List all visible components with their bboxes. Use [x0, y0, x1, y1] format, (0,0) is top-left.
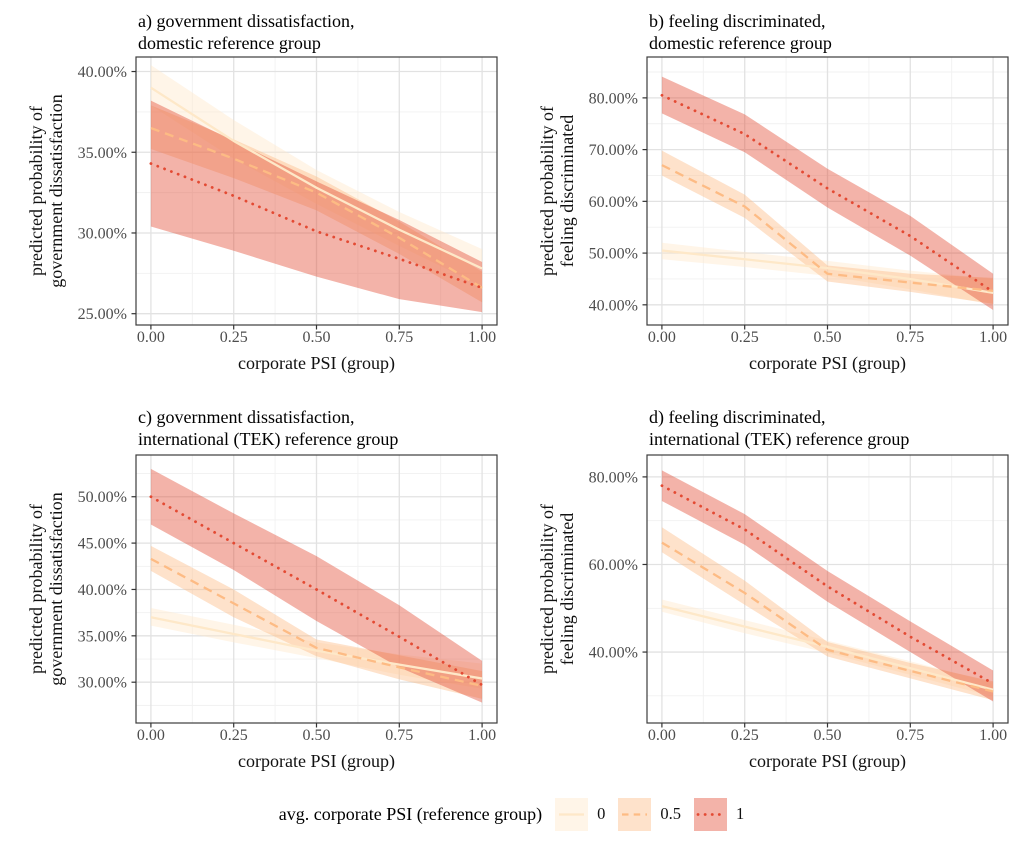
legend-label: 0	[597, 804, 606, 823]
panel-c-chart: 30.00% 35.00% 40.00% 45.00% 50.00% 0.00 0.25 0.…	[26, 407, 498, 772]
y-tick-label: 70.00%	[589, 142, 638, 159]
x-tick-label: 0.50	[814, 329, 842, 346]
panel-title-line1: a) government dissatisfaction,	[138, 11, 354, 32]
legend-key-0-swatch	[555, 797, 589, 831]
y-axis-title-line1: predicted probability of	[26, 106, 46, 276]
legend: avg. corporate PSI (reference group) 0 0.…	[0, 790, 1023, 838]
y-axis-title-line2: government dissatisfaction	[46, 94, 66, 287]
y-tick-label: 50.00%	[78, 489, 127, 506]
panel-title-line1: c) government dissatisfaction,	[138, 407, 354, 428]
legend-item-1: 1	[694, 797, 745, 831]
x-tick-label: 0.25	[731, 329, 759, 346]
x-tick-label: 1.00	[979, 329, 1007, 346]
y-axis-title-line2: feeling discriminated	[557, 115, 577, 267]
x-axis-title: corporate PSI (group)	[238, 353, 395, 374]
x-axis-title: corporate PSI (group)	[238, 751, 395, 772]
x-tick-label: 0.50	[303, 329, 331, 346]
y-tick-label: 80.00%	[589, 90, 638, 107]
series-line-0	[661, 604, 994, 691]
y-axis-title-line2: feeling discriminated	[557, 513, 577, 665]
panel-title-line1: d) feeling discriminated,	[649, 407, 825, 428]
confidence-ribbon-1	[150, 468, 483, 703]
series-line-0.5	[150, 557, 483, 688]
y-axis-title-line1: predicted probability of	[537, 106, 557, 276]
legend-item-0.5: 0.5	[618, 797, 681, 831]
panel-a-chart: 25.00% 30.00% 35.00% 40.00% 0.00 0.25 0.50 0.75…	[26, 11, 498, 374]
series-line-0	[150, 616, 483, 680]
y-axis-title-line1: predicted probability of	[26, 504, 46, 674]
confidence-ribbon-0	[661, 599, 994, 697]
y-tick-label: 80.00%	[589, 469, 638, 486]
confidence-ribbon-0.5	[150, 545, 483, 699]
y-axis-title-line1: predicted probability of	[537, 504, 557, 674]
legend-label: 0.5	[660, 804, 681, 823]
panel-title-line1: b) feeling discriminated,	[649, 11, 825, 32]
y-tick-label: 40.00%	[589, 297, 638, 314]
y-tick-label: 50.00%	[589, 246, 638, 263]
y-tick-label: 60.00%	[589, 557, 638, 574]
x-tick-label: 1.00	[468, 727, 496, 744]
series-line-1	[149, 162, 484, 290]
legend-key-0.5-swatch	[618, 797, 652, 831]
legend-key-1-swatch	[694, 797, 727, 831]
legend-item-0: 0	[555, 797, 606, 831]
legend-title: avg. corporate PSI (reference group)	[278, 803, 543, 824]
x-tick-label: 0.25	[220, 329, 248, 346]
x-tick-label: 1.00	[979, 727, 1007, 744]
y-tick-label: 35.00%	[78, 145, 127, 162]
y-tick-label: 40.00%	[78, 582, 127, 599]
x-tick-label: 0.25	[220, 727, 248, 744]
confidence-ribbon-1	[661, 76, 994, 310]
legend-items: 0 0.5 1	[555, 797, 745, 831]
confidence-ribbon-1	[150, 100, 483, 313]
legend-label: 1	[736, 804, 745, 823]
panel-title-line2: international (TEK) reference group	[138, 429, 398, 450]
x-axis-title: corporate PSI (group)	[749, 751, 906, 772]
x-tick-label: 0.00	[648, 727, 676, 744]
x-tick-label: 0.75	[385, 329, 413, 346]
series-line-0.5	[661, 541, 994, 693]
series-line-0	[150, 86, 483, 270]
y-tick-label: 35.00%	[78, 628, 127, 645]
x-tick-label: 0.75	[896, 329, 924, 346]
x-tick-label: 0.50	[303, 727, 331, 744]
x-tick-label: 1.00	[468, 329, 496, 346]
x-tick-label: 0.00	[137, 727, 165, 744]
x-axis-title: corporate PSI (group)	[749, 353, 906, 374]
series-line-0.5	[661, 164, 994, 292]
y-tick-label: 60.00%	[589, 194, 638, 211]
confidence-ribbon-1	[661, 470, 994, 702]
y-tick-label: 25.00%	[78, 306, 127, 323]
x-tick-label: 0.00	[137, 329, 165, 346]
panel-b-chart: 40.00% 50.00% 60.00% 70.00% 80.00% 0.00 0.25 0.…	[537, 11, 1009, 374]
x-tick-label: 0.75	[385, 727, 413, 744]
y-tick-label: 40.00%	[589, 645, 638, 662]
x-tick-label: 0.75	[896, 727, 924, 744]
y-tick-label: 40.00%	[78, 64, 127, 81]
y-tick-label: 30.00%	[78, 675, 127, 692]
series-line-1	[660, 93, 995, 294]
panel-title-line2: international (TEK) reference group	[649, 429, 909, 450]
x-tick-label: 0.50	[814, 727, 842, 744]
y-tick-label: 45.00%	[78, 536, 127, 553]
x-tick-label: 0.25	[731, 727, 759, 744]
series-line-1	[149, 495, 484, 687]
y-axis-title-line2: government dissatisfaction	[46, 492, 66, 685]
series-line-0	[661, 249, 994, 295]
series-line-0.5	[150, 126, 483, 289]
panel-title-line2: domestic reference group	[649, 33, 832, 53]
x-tick-label: 0.00	[648, 329, 676, 346]
y-tick-label: 30.00%	[78, 225, 127, 242]
confidence-ribbon-0.5	[150, 105, 483, 303]
panel-title-line2: domestic reference group	[138, 33, 321, 53]
panel-d-chart: 40.00% 60.00% 80.00% 0.00 0.25 0.50 0.75 1.00 d)…	[537, 407, 1009, 772]
